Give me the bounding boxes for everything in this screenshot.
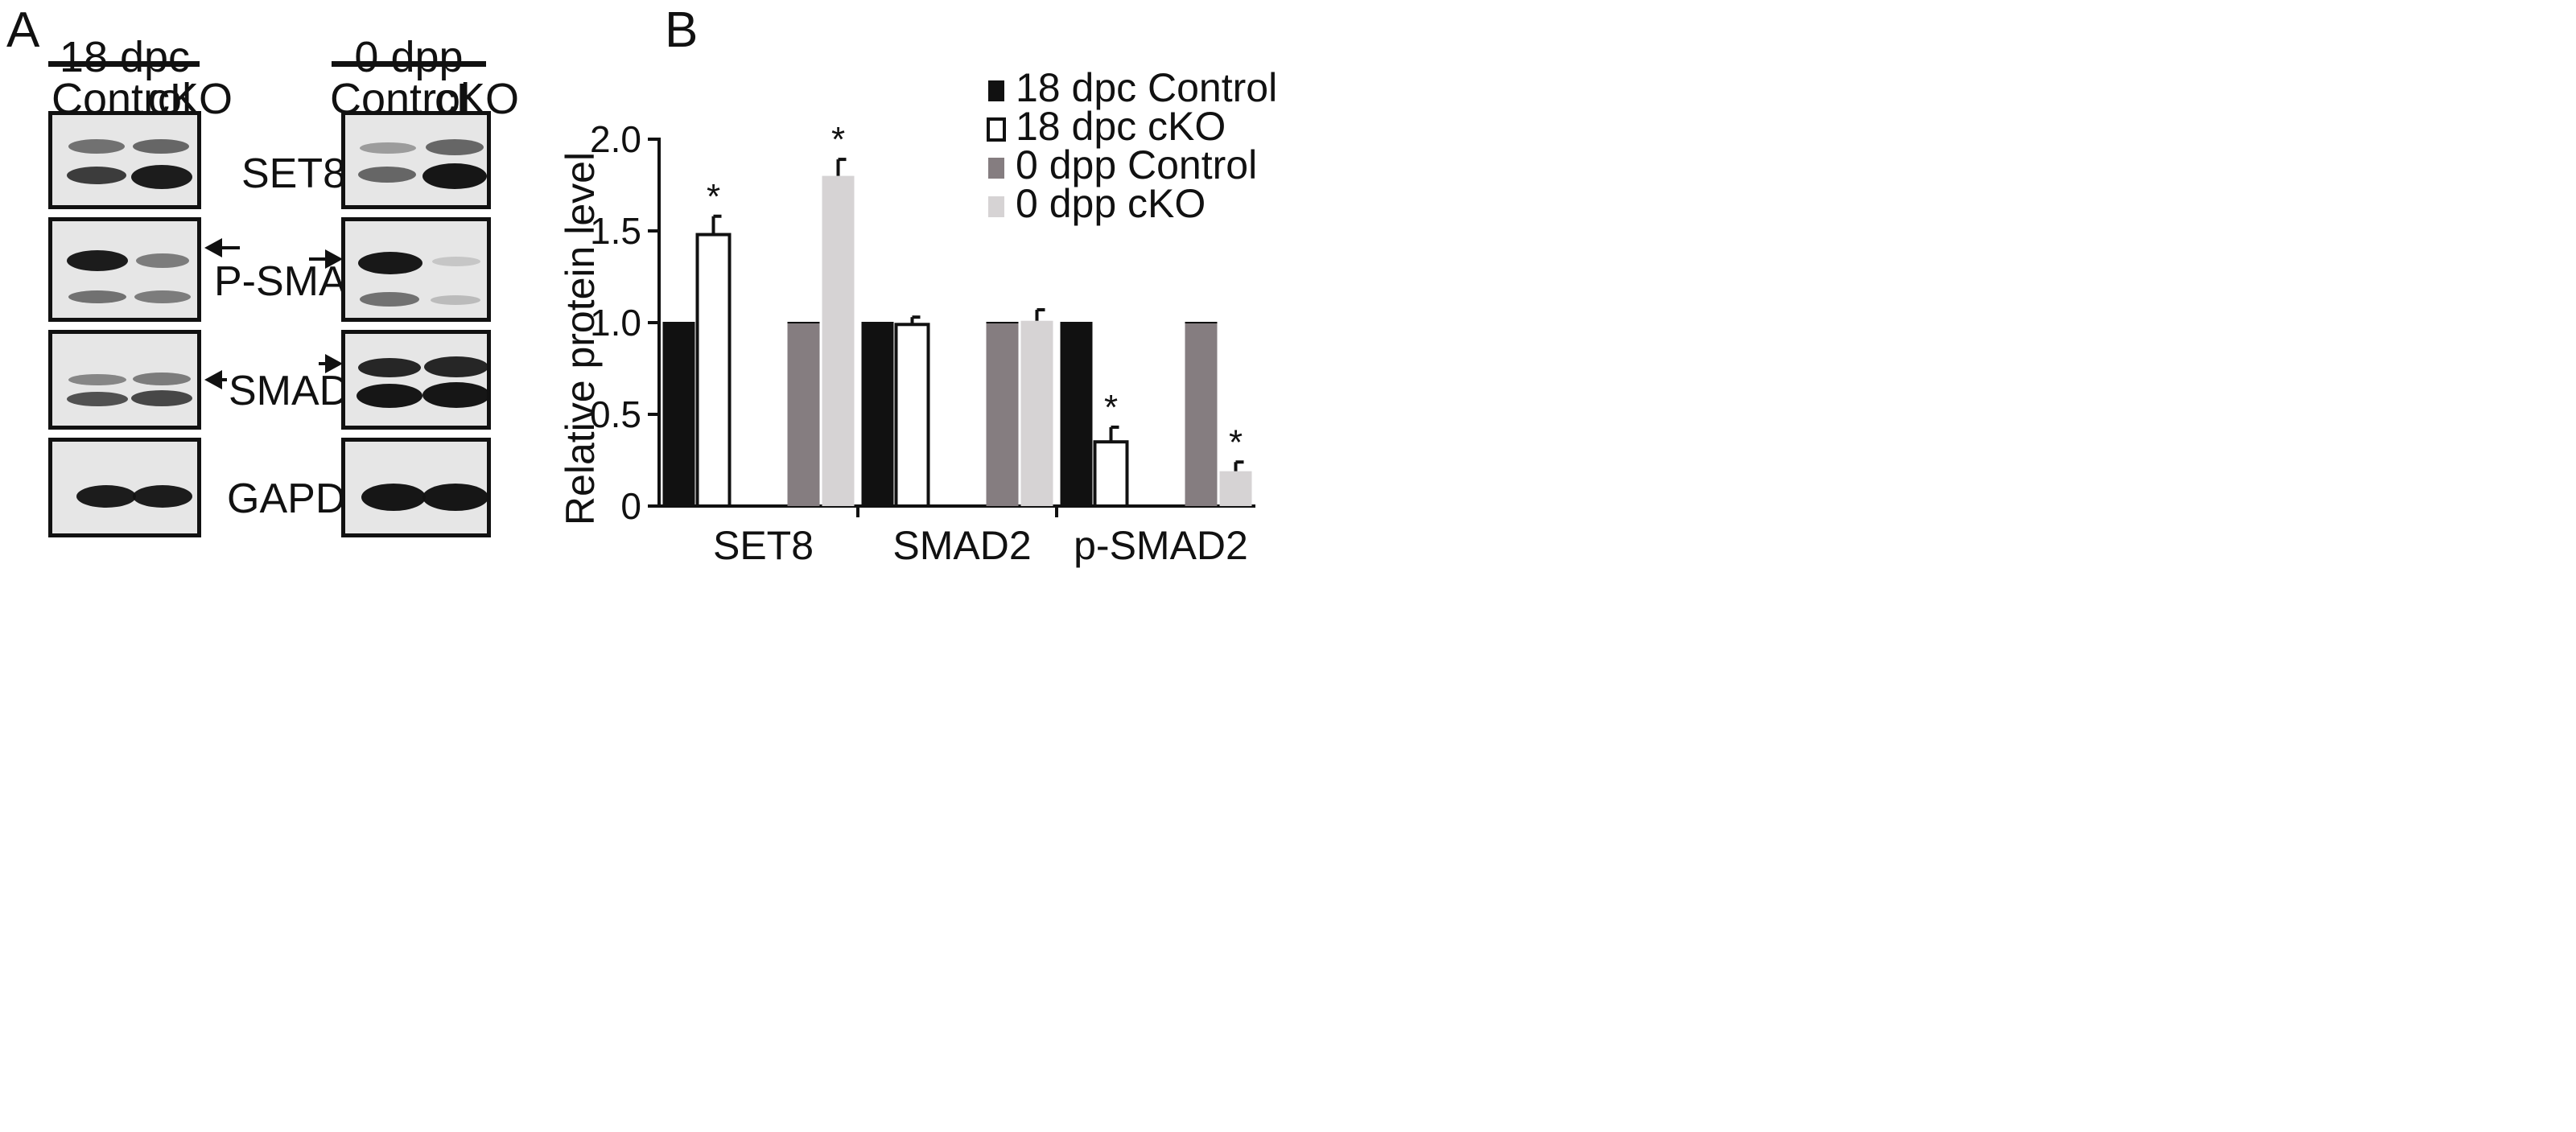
bar	[695, 233, 732, 508]
significance-mark: *	[831, 120, 845, 159]
arrow-smad2-18dpc	[204, 370, 227, 389]
group-label-0dpp: 0 dpp	[354, 33, 464, 81]
bar	[1060, 323, 1093, 506]
bar	[662, 323, 695, 506]
blot-smad2-18dpc	[48, 330, 201, 430]
bar	[1093, 440, 1129, 508]
arrow-psmad2-0dpp	[309, 249, 343, 269]
blot-psmad2-0dpp	[341, 217, 491, 322]
y-axis-label: Relative protein level	[558, 152, 603, 525]
y-tick-label: 2.0	[590, 118, 641, 160]
bar	[1185, 323, 1218, 506]
y-tick-label: 1.0	[590, 302, 641, 344]
legend-label: 0 dpp cKO	[1016, 181, 1206, 226]
bar	[986, 323, 1019, 506]
significance-mark: *	[1229, 422, 1243, 462]
group-underline-0dpp	[332, 61, 486, 67]
blot-smad2-0dpp	[341, 330, 491, 430]
significance-mark: *	[1104, 388, 1118, 427]
bar	[861, 323, 894, 506]
legend-label: 18 dpc Control	[1016, 65, 1277, 110]
legend-swatch	[988, 158, 1004, 179]
blot-psmad2-18dpc	[48, 217, 201, 322]
blot-gapdh-18dpc	[48, 438, 201, 537]
legend-swatch	[987, 117, 1006, 142]
legend-label: 18 dpc cKO	[1016, 104, 1226, 149]
legend-swatch	[988, 196, 1004, 217]
bar	[1219, 471, 1252, 506]
x-tick-label: SET8	[713, 523, 814, 568]
x-tick-label: p-SMAD2	[1074, 523, 1248, 568]
arrow-smad2-0dpp	[319, 354, 343, 373]
significance-mark: *	[707, 177, 720, 216]
bar	[787, 323, 820, 506]
legend-swatch	[988, 80, 1004, 101]
bar	[1020, 320, 1053, 506]
y-tick-label: 1.5	[590, 210, 641, 252]
group-underline-18dpc	[48, 61, 200, 67]
bar	[822, 175, 855, 506]
bar	[894, 323, 930, 508]
blot-set8-0dpp	[341, 111, 491, 209]
legend-label: 0 dpp Control	[1016, 142, 1257, 187]
protein-label-set8: SET8	[241, 150, 347, 197]
x-tick-label: SMAD2	[892, 523, 1031, 568]
blot-gapdh-0dpp	[341, 438, 491, 537]
panel-a-letter: A	[6, 2, 40, 58]
panel-b-letter: B	[665, 2, 699, 58]
group-label-18dpc: 18 dpc	[59, 33, 191, 81]
arrow-psmad2-18dpc	[204, 238, 240, 257]
y-tick-label: 0	[620, 485, 641, 527]
blot-set8-18dpc	[48, 111, 201, 209]
y-tick-label: 0.5	[590, 393, 641, 435]
